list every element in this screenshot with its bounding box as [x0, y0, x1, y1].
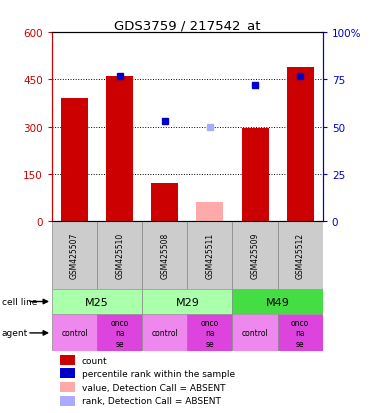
- Bar: [60, 382, 75, 392]
- Text: value, Detection Call = ABSENT: value, Detection Call = ABSENT: [82, 382, 225, 392]
- Bar: [60, 396, 75, 406]
- Bar: [187, 315, 233, 351]
- Text: control: control: [151, 329, 178, 337]
- Bar: [52, 289, 142, 315]
- Text: GSM425509: GSM425509: [250, 232, 260, 278]
- Text: rank, Detection Call = ABSENT: rank, Detection Call = ABSENT: [82, 396, 221, 405]
- Bar: [287, 68, 314, 222]
- Text: M29: M29: [175, 297, 199, 307]
- Bar: [233, 315, 278, 351]
- Text: GSM425507: GSM425507: [70, 232, 79, 278]
- Text: count: count: [82, 356, 107, 365]
- Text: M49: M49: [266, 297, 290, 307]
- Bar: [242, 129, 269, 222]
- Text: GSM425511: GSM425511: [206, 232, 214, 278]
- Title: GDS3759 / 217542_at: GDS3759 / 217542_at: [114, 19, 260, 32]
- Bar: [97, 222, 142, 289]
- Bar: [142, 315, 187, 351]
- Bar: [233, 222, 278, 289]
- Text: onco
na
se: onco na se: [201, 318, 219, 348]
- Bar: [60, 368, 75, 379]
- Bar: [278, 222, 323, 289]
- Bar: [187, 222, 233, 289]
- Text: onco
na
se: onco na se: [111, 318, 129, 348]
- Text: GSM425510: GSM425510: [115, 232, 124, 278]
- Text: cell line: cell line: [2, 297, 37, 306]
- Bar: [278, 315, 323, 351]
- Text: onco
na
se: onco na se: [291, 318, 309, 348]
- Bar: [142, 222, 187, 289]
- Bar: [52, 315, 97, 351]
- Text: GSM425508: GSM425508: [160, 232, 169, 278]
- Bar: [151, 184, 178, 222]
- Text: percentile rank within the sample: percentile rank within the sample: [82, 369, 235, 378]
- Bar: [106, 77, 133, 222]
- Bar: [60, 355, 75, 366]
- Bar: [142, 289, 233, 315]
- Bar: [196, 203, 223, 222]
- Bar: [61, 99, 88, 222]
- Bar: [97, 315, 142, 351]
- Text: control: control: [61, 329, 88, 337]
- Text: control: control: [242, 329, 269, 337]
- Bar: [52, 222, 97, 289]
- Text: M25: M25: [85, 297, 109, 307]
- Text: agent: agent: [2, 329, 28, 337]
- Text: GSM425512: GSM425512: [296, 232, 305, 278]
- Bar: [233, 289, 323, 315]
